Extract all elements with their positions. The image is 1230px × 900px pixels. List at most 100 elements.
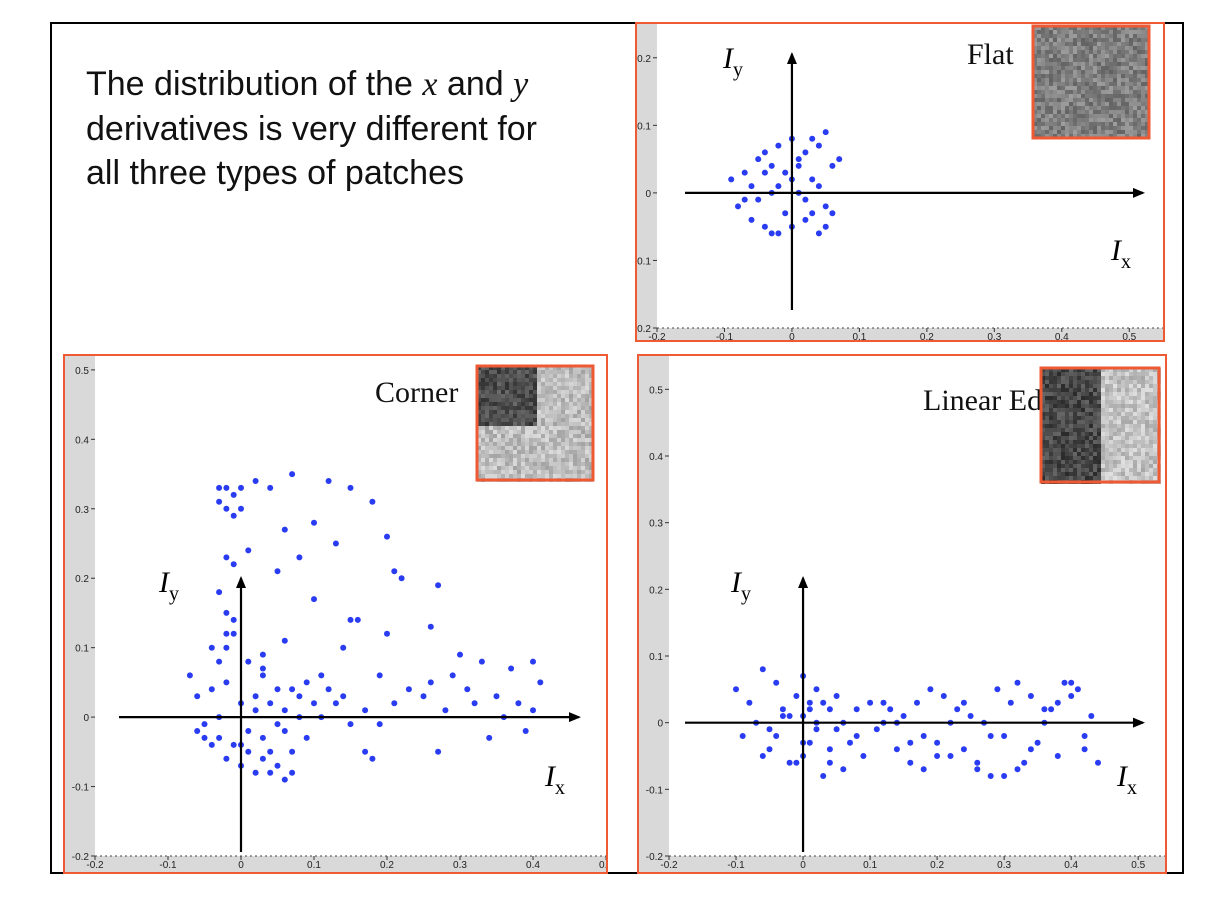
scatter-point	[230, 491, 237, 498]
scatter-point	[761, 169, 768, 176]
scatter-point	[289, 686, 296, 693]
y-tick-label: 0.4	[75, 435, 89, 446]
scatter-point	[775, 183, 782, 190]
scatter-point	[1027, 746, 1034, 753]
scatter-point	[289, 748, 296, 755]
scatter-point	[806, 699, 813, 706]
scatter-point	[813, 686, 820, 693]
caption-line-1: The distribution of the x and y	[86, 62, 626, 107]
scatter-point	[1021, 759, 1028, 766]
scatter-point	[793, 693, 800, 699]
scatter-point	[230, 512, 237, 519]
y-tick-label: -0.1	[637, 256, 651, 267]
scatter-point	[259, 665, 266, 672]
y-tick-label: 0	[83, 713, 89, 724]
scatter-point	[252, 707, 259, 714]
slide-caption: The distribution of the x and y derivati…	[86, 62, 626, 195]
patch-thumbnail	[1031, 24, 1151, 140]
scatter-point	[820, 773, 827, 779]
scatter-point	[435, 582, 442, 589]
scatter-point	[773, 733, 780, 739]
scatter-point	[773, 679, 780, 686]
scatter-point	[325, 478, 332, 484]
scatter-point	[766, 726, 773, 733]
scatter-point	[795, 156, 802, 163]
y-tick-label: -0.1	[646, 785, 664, 796]
scatter-point	[252, 693, 259, 700]
scatter-point	[987, 733, 994, 739]
scatter-point	[259, 672, 266, 679]
x-axis-strip	[637, 328, 1163, 340]
x-tick-label: 0.5	[1131, 860, 1145, 871]
scatter-point	[267, 484, 274, 491]
scatter-point	[296, 554, 303, 561]
y-tick-label: -0.2	[637, 324, 651, 335]
scatter-point	[1014, 766, 1021, 773]
scatter-point	[840, 766, 847, 773]
ix-axis-label: Ix	[544, 760, 565, 799]
caption-x-symbol: x	[422, 66, 438, 103]
scatter-point	[332, 540, 339, 547]
scatter-point	[1095, 759, 1101, 766]
scatter-point	[893, 746, 900, 753]
scatter-point	[420, 693, 427, 700]
scatter-point	[947, 753, 954, 759]
scatter-point	[748, 216, 755, 223]
chart-title: Corner	[375, 376, 458, 409]
scatter-point	[782, 210, 789, 217]
scatter-point	[530, 658, 536, 665]
scatter-point	[900, 713, 907, 719]
scatter-point	[259, 734, 266, 741]
scatter-point	[1034, 739, 1041, 746]
scatter-point	[223, 679, 230, 686]
scatter-point	[802, 149, 809, 156]
scatter-point	[826, 706, 833, 713]
scatter-point	[464, 686, 471, 693]
scatter-point	[289, 471, 296, 478]
scatter-point	[914, 699, 920, 706]
scatter-point	[822, 203, 829, 210]
scatter-point	[369, 755, 376, 762]
x-tick-label: 0.3	[453, 860, 467, 871]
scatter-point	[274, 721, 281, 728]
caption-line-2: derivatives is very different for	[86, 110, 537, 148]
y-tick-label: 0.5	[75, 366, 89, 377]
y-tick-label: 0	[645, 189, 651, 200]
scatter-point	[252, 769, 259, 776]
scatter-point	[779, 706, 786, 713]
scatter-point	[347, 484, 354, 491]
scatter-point	[303, 734, 310, 741]
caption-text-prefix: The distribution of the	[86, 65, 423, 103]
scatter-point	[847, 739, 853, 746]
scatter-point	[806, 739, 813, 746]
scatter-point	[340, 693, 347, 700]
scatter-point	[391, 700, 398, 707]
scatter-point	[457, 651, 463, 658]
scatter-point	[755, 156, 762, 163]
x-axis-strip	[639, 856, 1165, 872]
scatter-point	[748, 183, 755, 190]
scatter-point	[786, 759, 793, 766]
scatter-point	[829, 162, 836, 169]
flat-scatter-plot: -0.2 -0.1 0 0.1 0.2 -0.2 -0.1 0 0.1 0.2 0.3 0.4 0.5 I…	[637, 24, 1163, 340]
scatter-point	[887, 706, 894, 713]
scatter-point	[281, 707, 288, 714]
scatter-point	[1001, 733, 1008, 739]
scatter-point	[802, 216, 809, 223]
caption-line-3: all three types of patches	[86, 154, 465, 192]
scatter-point	[223, 630, 230, 637]
scatter-point	[296, 693, 303, 700]
scatter-point	[826, 759, 833, 766]
x-tick-label: 0.3	[987, 332, 1001, 340]
caption-y-symbol: y	[513, 66, 529, 103]
x-tick-label: -0.1	[716, 332, 734, 340]
scatter-point	[802, 196, 809, 203]
y-axis-strip	[639, 356, 669, 872]
scatter-point	[974, 766, 981, 773]
scatter-point	[274, 762, 281, 769]
scatter-point	[967, 713, 974, 719]
scatter-point	[238, 505, 244, 512]
scatter-point	[208, 741, 215, 748]
scatter-point	[486, 734, 493, 741]
scatter-point	[815, 142, 822, 149]
